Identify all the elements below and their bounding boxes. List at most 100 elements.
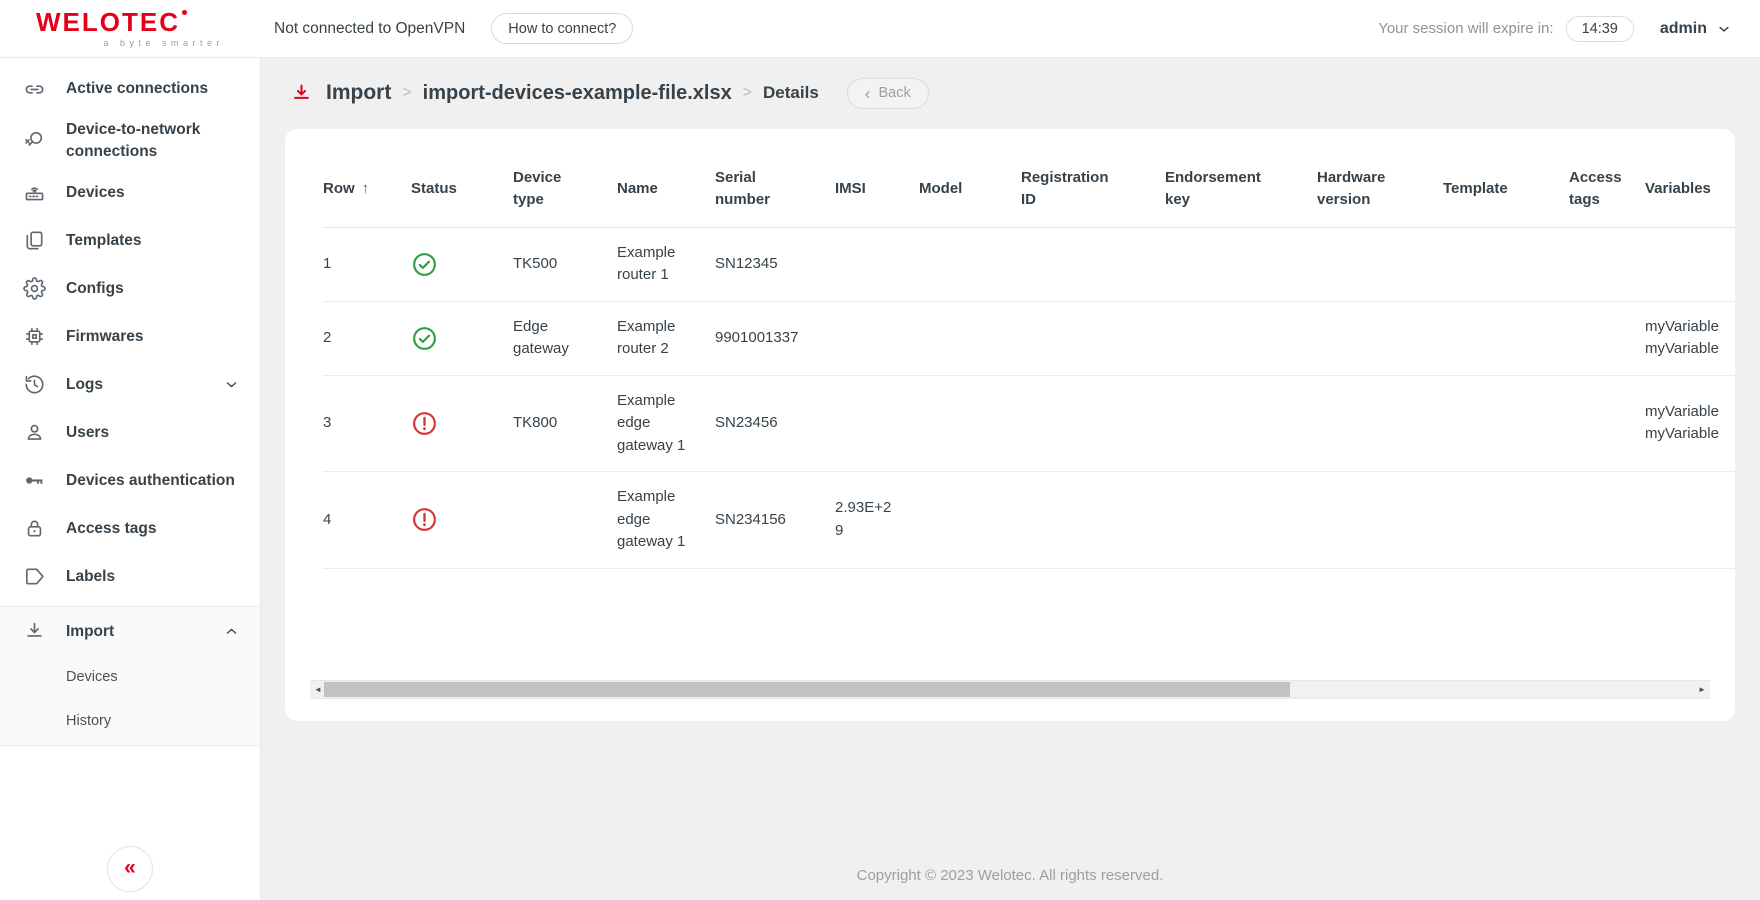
cell-name: Example edge gateway 1 (617, 471, 715, 569)
logo-brand-text: welotec (36, 7, 180, 37)
sidebar-item-devices-authentication[interactable]: Devices authentication (0, 456, 260, 504)
column-header-template[interactable]: Template (1443, 149, 1569, 228)
column-header-serial-number[interactable]: Serial number (715, 149, 835, 228)
sidebar-item-access-tags[interactable]: Access tags (0, 504, 260, 552)
username-text: admin (1659, 19, 1707, 37)
sidebar-item-label: Devices (66, 183, 125, 201)
import-details-table: Row ↑ Status Device type Name Serial number IM… (323, 149, 1735, 569)
sidebar-item-active-connections[interactable]: Active connections (0, 65, 260, 113)
cell-status (411, 301, 513, 376)
cell-device-type (513, 471, 617, 569)
cell-row: 4 (323, 471, 411, 569)
sidebar-item-label: Firmwares (66, 327, 144, 345)
breadcrumb-separator: > (402, 84, 412, 101)
sidebar-item-label: Device-to-network connections (66, 121, 201, 160)
import-details-table-wrap: Row ↑ Status Device type Name Serial number IM… (285, 129, 1735, 721)
horizontal-scrollbar[interactable]: ◄ ► (310, 680, 1710, 699)
variable-value: myVariable (1645, 340, 1719, 357)
cell-hardware-version (1317, 471, 1443, 569)
sidebar-item-label: Devices authentication (66, 471, 235, 489)
sidebar-section-import: Import Devices History (0, 606, 260, 747)
router-icon (22, 180, 46, 204)
column-header-row[interactable]: Row ↑ (323, 149, 411, 228)
variable-value: myVariable (1645, 425, 1719, 443)
sidebar-item-label: Active connections (66, 80, 209, 98)
sort-asc-icon: ↑ (361, 179, 370, 197)
sidebar-item-devices[interactable]: Devices (0, 168, 260, 216)
cell-registration-id (1021, 375, 1165, 472)
sidebar-item-firmwares[interactable]: Firmwares (0, 312, 260, 360)
cell-serial-number: SN23456 (715, 375, 835, 472)
cell-variables (1645, 471, 1735, 569)
cell-device-type: TK800 (513, 375, 617, 472)
scrollbar-thumb[interactable] (324, 682, 1290, 697)
cell-access-tags (1569, 471, 1645, 569)
cell-serial-number: SN234156 (715, 471, 835, 569)
sidebar-collapse-button[interactable]: « (107, 846, 153, 892)
back-button-label: Back (878, 85, 911, 101)
back-button[interactable]: ‹ Back (846, 77, 929, 109)
sidebar-item-configs[interactable]: Configs (0, 264, 260, 312)
column-header-label: Hardware version (1317, 169, 1386, 208)
column-header-imsi[interactable]: IMSI (835, 149, 919, 228)
cell-access-tags (1569, 301, 1645, 376)
welotec-logo[interactable]: welotec a byte smarter (36, 9, 224, 48)
cell-imsi (835, 301, 919, 376)
sidebar-item-device-to-network-connections[interactable]: Device-to-network connections (0, 113, 260, 168)
column-header-variables[interactable]: Variables (1645, 149, 1735, 228)
scrollbar-right-arrow[interactable]: ► (1698, 685, 1706, 694)
column-header-access-tags[interactable]: Access tags (1569, 149, 1645, 228)
status-error-icon (413, 508, 436, 532)
cell-device-type: TK500 (513, 227, 617, 302)
status-error-icon (413, 411, 436, 435)
cell-access-tags (1569, 227, 1645, 302)
sidebar-subitem-history[interactable]: History (66, 713, 112, 730)
chevron-up-icon (223, 623, 240, 640)
sidebar-item-labels[interactable]: Labels (0, 552, 260, 600)
column-header-label: Name (617, 179, 658, 197)
table-row: 4 Example edge gateway 1 SN234156 2.93E+29 (323, 471, 1735, 569)
column-header-endorsement-key[interactable]: Endorsement key (1165, 149, 1317, 228)
column-header-device-type[interactable]: Device type (513, 149, 617, 228)
cell-row: 3 (323, 375, 411, 472)
user-icon (22, 420, 46, 444)
breadcrumb-separator: > (742, 84, 753, 101)
chevron-down-icon (223, 376, 240, 393)
sidebar-item-templates[interactable]: Templates (0, 216, 260, 264)
column-header-status[interactable]: Status (411, 149, 513, 228)
cell-status (411, 471, 513, 569)
table-row: 1 TK500 Example router 1 SN12345 (323, 227, 1735, 302)
chip-icon (22, 324, 46, 348)
column-header-registration-id[interactable]: Registration ID (1021, 149, 1165, 228)
cell-name: Example router 2 (617, 301, 715, 376)
sidebar-subitem-devices[interactable]: Devices (66, 669, 118, 686)
how-to-connect-button[interactable]: How to connect? (491, 13, 634, 44)
user-menu[interactable]: admin (1660, 20, 1732, 38)
lock-icon (22, 516, 46, 540)
key-icon (22, 468, 46, 492)
column-header-label: Device type (513, 169, 562, 208)
cell-imsi (835, 227, 919, 302)
column-header-label: Registration ID (1021, 169, 1109, 208)
column-header-hardware-version[interactable]: Hardware version (1317, 149, 1443, 228)
cell-endorsement-key (1165, 301, 1317, 376)
main-content: Import > import-devices-example-file.xls… (260, 57, 1760, 900)
sidebar-item-users[interactable]: Users (0, 408, 260, 456)
scrollbar-left-arrow[interactable]: ◄ (314, 685, 322, 694)
column-header-model[interactable]: Model (919, 149, 1021, 228)
breadcrumb-page-title: Details (763, 83, 819, 102)
table-row: 3 TK800 Example edge gateway 1 SN23456 myVar… (323, 375, 1735, 472)
chevron-down-icon (1716, 21, 1732, 37)
cell-endorsement-key (1165, 227, 1317, 302)
sidebar-item-label: Access tags (66, 519, 157, 537)
column-header-name[interactable]: Name (617, 149, 715, 228)
column-header-label: Access tags (1569, 169, 1622, 208)
sidebar-item-logs[interactable]: Logs (0, 360, 260, 408)
cell-hardware-version (1317, 227, 1443, 302)
cell-name: Example edge gateway 1 (617, 375, 715, 472)
cell-endorsement-key (1165, 375, 1317, 472)
sidebar-item-import[interactable]: Import (0, 607, 260, 655)
status-success-icon (413, 326, 436, 350)
breadcrumb-import-link[interactable]: Import (326, 81, 392, 104)
cell-model (919, 375, 1021, 472)
